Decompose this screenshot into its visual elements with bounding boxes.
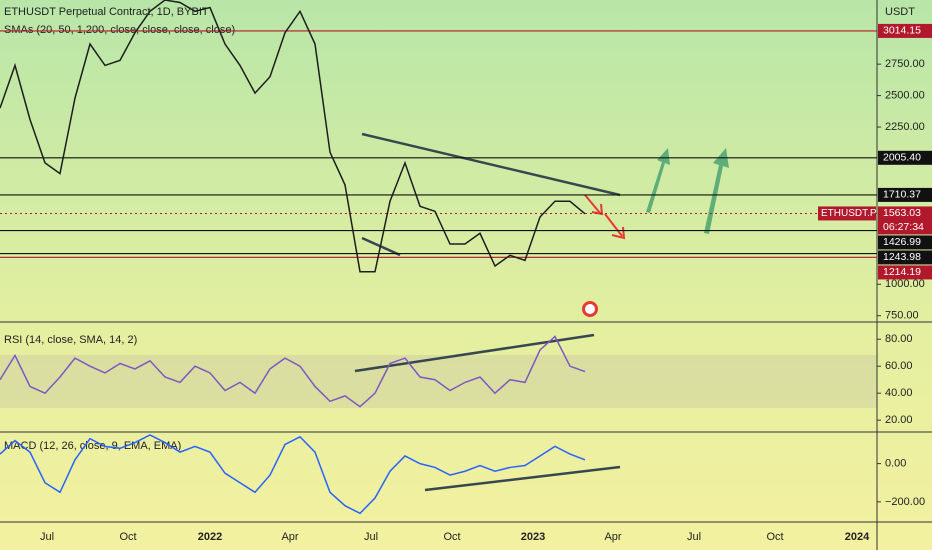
price-label: 2005.40 [883, 152, 921, 164]
countdown-label: 06:27:34 [883, 221, 924, 233]
y-tick-label: 2750.00 [885, 58, 925, 70]
price-label-box [878, 250, 932, 265]
price-label: 1426.99 [883, 236, 921, 248]
symbol-label: ETHUSDT.P [821, 208, 877, 219]
price-label: 3014.15 [883, 25, 921, 37]
macd-line [0, 434, 586, 515]
y-tick-label: 40.00 [885, 387, 913, 399]
y-tick-label: −200.00 [885, 496, 925, 508]
y-tick-label: 1000.00 [885, 278, 925, 290]
x-tick-label: Apr [281, 531, 298, 543]
chart-title: ETHUSDT Perpetual Contract, 1D, BYBIT [4, 6, 209, 18]
y-tick-label: 2500.00 [885, 90, 925, 102]
macd-title: MACD (12, 26, close, 9, EMA, EMA) [4, 440, 181, 452]
price-label: 1710.37 [883, 189, 921, 201]
y-tick-label: 60.00 [885, 360, 913, 372]
trendline [361, 132, 621, 197]
x-tick-label: 2022 [198, 531, 222, 543]
price-label: 1243.98 [883, 251, 921, 263]
y-tick-label: 20.00 [885, 414, 913, 426]
x-tick-label: Jul [687, 531, 701, 543]
x-tick-label: Oct [119, 531, 136, 543]
symbol-label-box [818, 206, 876, 221]
trendline [424, 465, 621, 492]
x-tick-label: 2024 [845, 531, 870, 543]
trendline [354, 333, 595, 373]
axis-unit: USDT [885, 6, 915, 18]
x-tick-label: 2023 [521, 531, 545, 543]
price-label-box [878, 187, 932, 202]
event-icon-inner [585, 304, 595, 314]
y-tick-label: 0.00 [885, 458, 906, 470]
indicator-title: SMAs (20, 50, 1,200, close, close, close… [4, 24, 235, 36]
price-line [0, 0, 586, 273]
rsi-line [0, 335, 586, 408]
price-label-box [878, 150, 932, 165]
rsi-title: RSI (14, close, SMA, 14, 2) [4, 334, 137, 346]
price-label-box [878, 206, 932, 235]
y-tick-label: 750.00 [885, 310, 919, 322]
y-tick-label: 80.00 [885, 333, 913, 345]
price-label-box [878, 23, 932, 38]
up-arrow [704, 148, 729, 234]
x-tick-label: Oct [766, 531, 783, 543]
price-label-box [878, 265, 932, 280]
down-arrow [584, 194, 604, 216]
price-label-box [878, 235, 932, 250]
x-tick-label: Jul [40, 531, 54, 543]
y-tick-label: 2250.00 [885, 121, 925, 133]
price-label: 1214.19 [883, 266, 921, 278]
x-tick-label: Oct [443, 531, 460, 543]
up-arrow [646, 148, 670, 213]
x-tick-label: Apr [604, 531, 621, 543]
price-label: 1563.03 [883, 207, 921, 219]
x-tick-label: Jul [364, 531, 378, 543]
